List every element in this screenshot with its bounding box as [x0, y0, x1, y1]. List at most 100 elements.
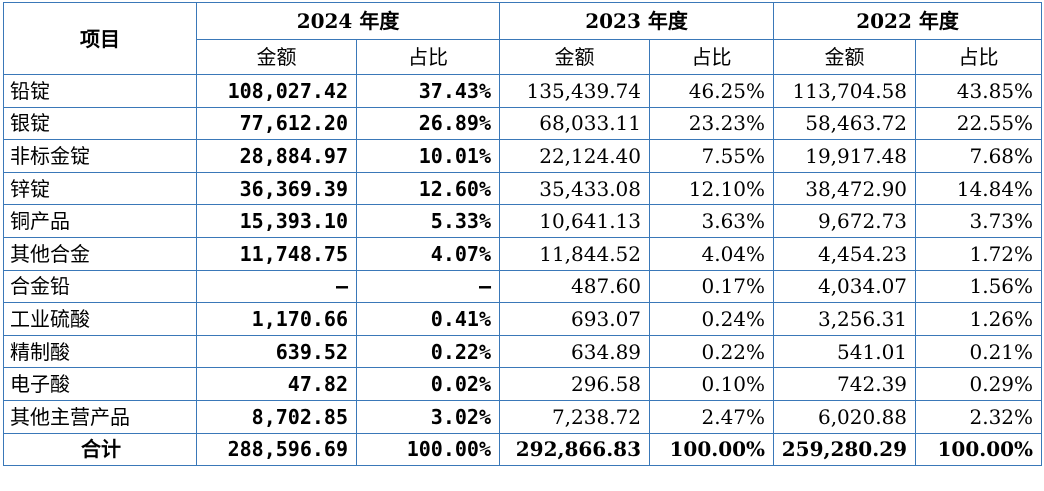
amount-2022: 541.01: [773, 334, 917, 369]
total-ratio-2023: 100.00%: [649, 432, 775, 467]
table-row: 合金铅 – –487.60 0.17% 4,034.07 1.56%: [3, 269, 1043, 304]
table-row: 电子酸 47.82 0.02% 296.58 0.10% 742.39 0.29%: [3, 367, 1043, 401]
amount-2022: 4,454.23: [773, 236, 917, 271]
amount-2024: 77,612.20: [196, 106, 357, 141]
ratio-2023: 4.04%: [649, 236, 775, 271]
amount-header-2023: 金额: [499, 39, 651, 75]
ratio-2022: 1.56%: [915, 269, 1043, 304]
table-body: 铅锭 108,027.42 37.43% 135,439.74 46.25% 113,70…: [3, 74, 1043, 467]
row-label: 铅锭: [3, 74, 197, 108]
amount-2024: 8,702.85: [196, 399, 357, 434]
ratio-2023: 0.24%: [649, 302, 775, 336]
ratio-2023: 12.10%: [649, 171, 775, 206]
amount-2023: 135,439.74: [499, 74, 651, 108]
ratio-2023: 0.10%: [649, 367, 775, 401]
amount-2023: 634.89: [499, 334, 651, 369]
ratio-2024: 3.02%: [355, 399, 501, 434]
total-amount-2024: 288,596.69: [196, 432, 357, 467]
amount-header-2024: 金额: [196, 39, 357, 75]
ratio-2022: 14.84%: [915, 171, 1043, 206]
ratio-2023: 3.63%: [649, 204, 775, 238]
amount-2024: 1,170.66: [196, 302, 357, 336]
revenue-breakdown-table: 项目 2024 年度 2023 年度 2022 年度 金额 占比 金额 占比 金…: [3, 2, 1043, 467]
total-ratio-2022: 100.00%: [915, 432, 1043, 467]
table-row: 工业硫酸 1,170.66 0.41% 693.07 0.24% 3,256.31 1.26…: [3, 302, 1043, 336]
ratio-2022: 3.73%: [915, 204, 1043, 238]
amount-2024: 11,748.75: [196, 236, 357, 271]
ratio-2023: 46.25%: [649, 74, 775, 108]
row-label: 铜产品: [3, 204, 197, 238]
year-2022-header: 2022 年度: [773, 2, 1043, 40]
row-label: 锌锭: [3, 171, 197, 206]
amount-2022: 6,020.88: [773, 399, 917, 434]
year-2023-header: 2023 年度: [499, 2, 775, 40]
row-label: 其他合金: [3, 236, 197, 271]
table-row: 其他主营产品 8,702.85 3.02% 7,238.72 2.47% 6,020.88…: [3, 399, 1043, 434]
ratio-2022: 1.26%: [915, 302, 1043, 336]
ratio-2022: 2.32%: [915, 399, 1043, 434]
ratio-2024: 26.89%: [355, 106, 501, 141]
amount-2024: 28,884.97: [196, 139, 357, 173]
ratio-2024: 12.60%: [355, 171, 501, 206]
amount-2022: 742.39: [773, 367, 917, 401]
amount-2022: 9,672.73: [773, 204, 917, 238]
year-2024-header: 2024 年度: [195, 2, 501, 40]
table-row: 锌锭 36,369.39 12.60% 35,433.08 12.10% 38,472.9…: [3, 171, 1043, 206]
amount-2022: 4,034.07: [773, 269, 917, 304]
table-row: 铜产品 15,393.10 5.33% 10,641.13 3.63% 9,672.73 3…: [3, 204, 1043, 238]
ratio-2024: 37.43%: [355, 74, 501, 108]
ratio-2022: 0.29%: [915, 367, 1043, 401]
row-label: 电子酸: [3, 367, 197, 401]
row-label: 银锭: [3, 106, 197, 141]
amount-2023: 296.58: [499, 367, 651, 401]
amount-2023: 11,844.52: [499, 236, 651, 271]
ratio-2023: 0.17%: [649, 269, 775, 304]
amount-2022: 19,917.48: [773, 139, 917, 173]
table-row: 其他合金 11,748.75 4.07% 11,844.52 4.04% 4,454.23…: [3, 236, 1043, 271]
amount-2024: 108,027.42: [196, 74, 357, 108]
ratio-2023: 23.23%: [649, 106, 775, 141]
amount-2023: 68,033.11: [499, 106, 651, 141]
table-row: 非标金锭 28,884.97 10.01% 22,124.40 7.55% 19,917.…: [3, 139, 1043, 173]
ratio-2022: 0.21%: [915, 334, 1043, 369]
ratio-2024: 0.41%: [355, 302, 501, 336]
amount-2023: 35,433.08: [499, 171, 651, 206]
amount-2024: 639.52: [196, 334, 357, 369]
ratio-2024: –: [355, 269, 501, 304]
amount-2023: 693.07: [499, 302, 651, 336]
ratio-2023: 7.55%: [649, 139, 775, 173]
header-row-metrics: 金额 占比 金额 占比 金额 占比: [4, 39, 1043, 75]
header-row-years: 项目 2024 年度 2023 年度 2022 年度: [3, 2, 1043, 75]
item-column-header: 项目: [3, 2, 197, 75]
amount-2022: 38,472.90: [773, 171, 917, 206]
ratio-2022: 7.68%: [915, 139, 1043, 173]
amount-2023: 22,124.40: [499, 139, 651, 173]
ratio-2024: 4.07%: [355, 236, 501, 271]
ratio-2022: 1.72%: [915, 236, 1043, 271]
amount-2024: 15,393.10: [196, 204, 357, 238]
row-label: 其他主营产品: [3, 399, 197, 434]
ratio-2022: 43.85%: [915, 74, 1043, 108]
total-row: 合计 288,596.69 100.00% 292,866.83 100.00%…: [3, 432, 1043, 467]
ratio-header-2022: 占比: [915, 39, 1043, 75]
total-amount-2023: 292,866.83: [499, 432, 651, 467]
table-row: 银锭 77,612.20 26.89% 68,033.11 23.23% 58,463.7…: [3, 106, 1043, 141]
row-label: 工业硫酸: [3, 302, 197, 336]
ratio-2023: 0.22%: [649, 334, 775, 369]
amount-2023: 10,641.13: [499, 204, 651, 238]
amount-2024: –: [196, 269, 357, 304]
row-label: 精制酸: [3, 334, 197, 369]
amount-header-2022: 金额: [773, 39, 917, 75]
table-row: 铅锭 108,027.42 37.43% 135,439.74 46.25% 113,70…: [3, 74, 1043, 108]
total-amount-2022: 259,280.29: [773, 432, 917, 467]
total-label: 合计: [3, 432, 197, 467]
ratio-2022: 22.55%: [915, 106, 1043, 141]
table-row: 精制酸 639.52 0.22% 634.89 0.22% 541.01 0.21%: [3, 334, 1043, 369]
ratio-2024: 5.33%: [355, 204, 501, 238]
amount-2022: 3,256.31: [773, 302, 917, 336]
amount-2022: 58,463.72: [773, 106, 917, 141]
ratio-2024: 0.02%: [355, 367, 501, 401]
ratio-header-2024: 占比: [355, 39, 501, 75]
ratio-2024: 10.01%: [355, 139, 501, 173]
ratio-header-2023: 占比: [649, 39, 775, 75]
